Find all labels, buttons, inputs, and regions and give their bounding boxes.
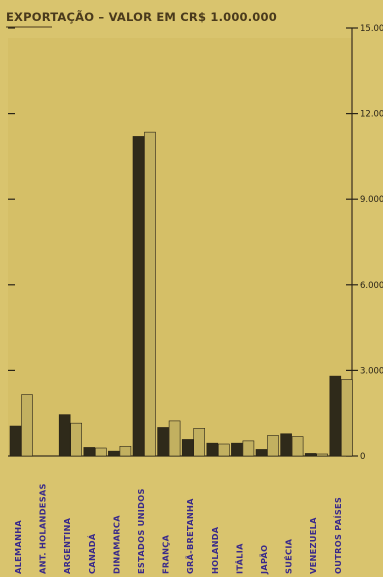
bar: [181, 439, 194, 457]
category-label: JAPÃO: [258, 545, 269, 575]
y-tick-label: 15.000: [360, 24, 383, 34]
bar: [144, 131, 156, 457]
bar: [95, 447, 107, 457]
bar: [242, 440, 255, 457]
y-tick-label: 0: [360, 452, 365, 462]
y-tick-label: 12.000: [360, 110, 383, 120]
category-label: ITÁLIA: [233, 543, 244, 574]
bar: [132, 136, 145, 457]
y-tick-label: 9.000: [360, 195, 383, 205]
category-label: ARGENTINA: [62, 517, 72, 574]
category-label: ESTADOS UNIDOS: [136, 488, 146, 574]
bar: [108, 450, 120, 457]
bar: [329, 375, 342, 457]
bar: [218, 443, 230, 457]
bar: [231, 442, 243, 457]
category-label: GRÃ-BRETANHA: [184, 498, 195, 574]
category-label: ALEMANHA: [13, 520, 23, 574]
bar: [255, 449, 268, 457]
bar: [340, 379, 353, 457]
bar: [193, 428, 205, 457]
left-tick-marks: [8, 27, 15, 371]
chart-title: EXPORTAÇÃO – VALOR EM CR$ 1.000.000: [6, 9, 277, 24]
bar: [304, 453, 317, 457]
bar: [157, 427, 169, 457]
bars-group: [9, 131, 353, 457]
category-label: VENEZUELA: [308, 517, 318, 574]
y-tick-label: 3.000: [360, 366, 383, 376]
category-label: CANADÁ: [86, 533, 97, 574]
bar: [206, 442, 219, 457]
bar: [280, 433, 292, 457]
category-label: DINAMARCA: [111, 515, 121, 574]
category-labels: ALEMANHA ANT. HOLANDESAS ARGENTINA CANADÁ DI…: [13, 483, 343, 575]
bar: [83, 447, 96, 457]
bar: [58, 414, 71, 457]
bar: [267, 435, 279, 457]
y-tick-label: 6.000: [360, 281, 383, 291]
bar: [70, 422, 82, 457]
category-label: ANT. HOLANDESAS: [38, 483, 48, 574]
category-label: HOLANDA: [210, 526, 220, 574]
category-label: FRANÇA: [161, 534, 171, 574]
category-label: OUTROS PAÍSES: [332, 497, 343, 574]
bar: [9, 425, 22, 457]
bar: [168, 420, 181, 457]
bar: [21, 394, 33, 457]
bar: [119, 445, 132, 457]
plot-area-shade: [8, 38, 353, 456]
bar: [316, 453, 329, 457]
bar: [291, 436, 304, 457]
category-label: SUÉCIA: [283, 538, 294, 574]
